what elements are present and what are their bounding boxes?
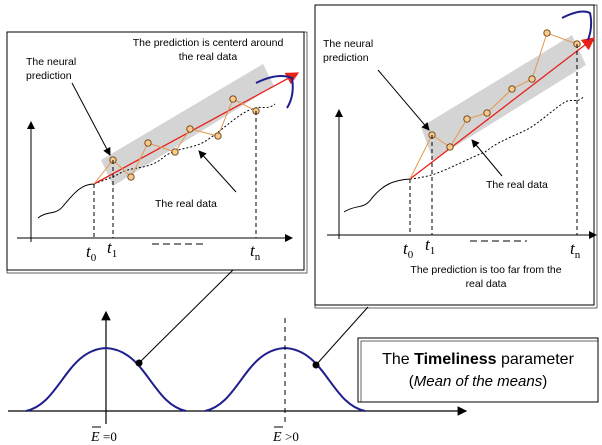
left-title-line2: the real data <box>179 51 238 63</box>
right-real-pointer <box>471 139 503 177</box>
right-panel: t0 t1 tn The neural prediction The real … <box>314 4 598 309</box>
svg-text:>0: >0 <box>285 429 299 444</box>
left-real-data-solid <box>37 183 95 219</box>
left-prediction-arrow <box>93 72 300 185</box>
left-neural-line2: prediction <box>26 70 72 82</box>
left-future-curve <box>255 74 294 109</box>
right-neural-line2: prediction <box>323 52 369 64</box>
distribution-curve-left <box>25 346 187 412</box>
left-panel: t0 t1 tn The prediction is centerd aroun… <box>6 31 308 274</box>
left-prediction-points <box>109 95 260 181</box>
right-t0-label: t0 <box>403 239 414 261</box>
right-caption-line1: The prediction is too far from the <box>410 264 561 276</box>
right-t1-label: t1 <box>425 235 435 257</box>
right-real-data-dotted <box>409 95 585 180</box>
left-prediction-band <box>101 64 274 186</box>
right-neural-pointer <box>377 69 430 131</box>
right-real-data-label: The real data <box>486 179 548 191</box>
right-neural-line1: The neural <box>323 38 373 50</box>
connector-left <box>138 269 234 364</box>
left-t1-label: t1 <box>107 238 117 260</box>
left-neural-line1: The neural <box>26 56 76 68</box>
timeliness-box: The Timeliness parameter (Mean of the me… <box>357 337 599 403</box>
right-tn-label: tn <box>570 239 581 261</box>
label-e-zero: E =0 <box>90 426 117 445</box>
svg-text:E: E <box>90 430 100 445</box>
label-e-positive: E >0 <box>272 426 299 445</box>
left-neural-pointer <box>71 82 111 156</box>
right-future-curve <box>561 10 593 41</box>
left-real-data-label: The real data <box>155 198 217 210</box>
left-title-line1: The prediction is centerd around <box>133 37 284 49</box>
bottom-distribution: E =0 E >0 <box>8 310 468 445</box>
timeliness-subtitle: (Mean of the means) <box>409 373 547 390</box>
svg-text:=0: =0 <box>103 429 117 444</box>
left-real-pointer <box>198 150 237 193</box>
left-t0-label: t0 <box>86 242 97 264</box>
svg-text:E: E <box>272 430 282 445</box>
right-prediction-arrow <box>409 37 596 180</box>
timeliness-title: The Timeliness parameter <box>382 351 574 368</box>
left-tn-label: tn <box>250 241 261 263</box>
right-caption-line2: real data <box>466 278 507 290</box>
right-real-data-solid <box>343 178 411 213</box>
connector-right <box>315 306 369 366</box>
